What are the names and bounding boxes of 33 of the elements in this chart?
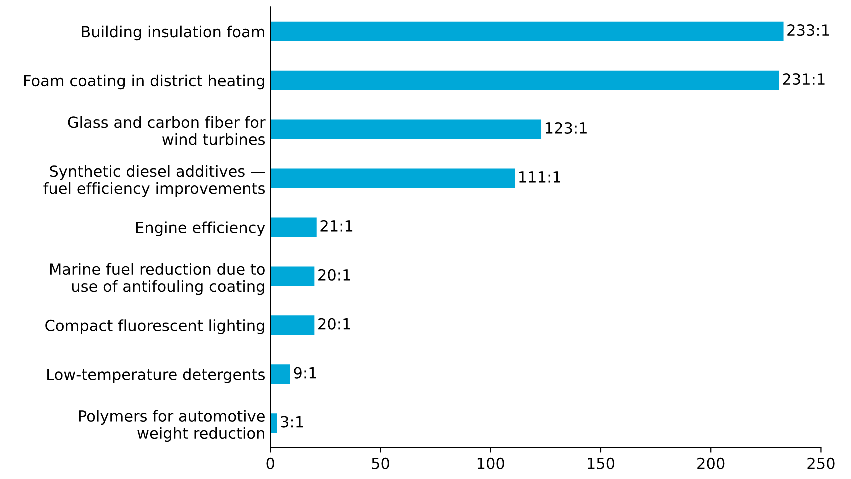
y-tick-label: Low-temperature detergents	[48, 368, 266, 384]
y-tick-label: Compact fluorescent lighting	[46, 320, 264, 334]
y-tick-label: Marine fuel reduction due to use of antifouling coating	[50, 263, 265, 296]
y-tick-label: Building insulation foam	[82, 26, 264, 41]
y-tick-label: Foam coating in district heating	[24, 74, 264, 90]
bar	[270, 266, 315, 286]
data-label: 233:1	[788, 24, 830, 36]
x-tick-label: 150	[588, 458, 615, 470]
bar	[270, 364, 290, 384]
bar	[270, 22, 784, 42]
y-tick-label: Polymers for automotive weight reduction	[79, 410, 265, 442]
data-label: 3:1	[281, 416, 304, 428]
data-label: 123:1	[546, 122, 587, 134]
data-label: 20:1	[318, 318, 350, 330]
bar	[270, 414, 278, 434]
data-label: 9:1	[294, 367, 316, 379]
y-tick-label: Engine efficiency	[136, 222, 266, 237]
x-tick-label: 250	[808, 458, 835, 470]
x-tick-label: 50	[372, 458, 390, 470]
x-tick-label: 200	[698, 458, 725, 470]
y-tick-label: Glass and carbon fiber for wind turbines	[68, 116, 266, 146]
x-tick-label: 100	[478, 458, 504, 470]
bar	[270, 70, 780, 90]
data-label: 20:1	[318, 269, 350, 281]
data-label: 231:1	[783, 74, 825, 86]
bar	[270, 168, 516, 188]
data-label: 111:1	[520, 172, 560, 183]
x-tick-label: 0	[266, 458, 274, 470]
bar	[270, 316, 315, 336]
data-label: 21:1	[320, 220, 353, 232]
bar	[270, 120, 542, 140]
bar	[270, 218, 317, 238]
y-tick-label: Synthetic diesel additives — fuel efficiency improvements	[44, 165, 266, 198]
